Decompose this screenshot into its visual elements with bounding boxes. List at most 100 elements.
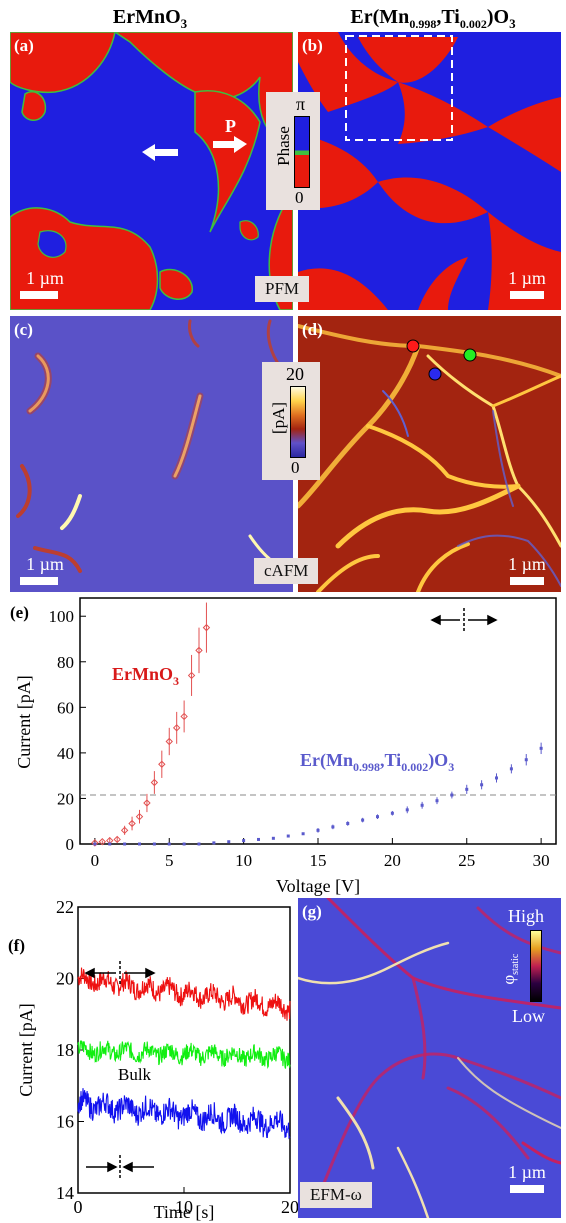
header-right-part: ,Ti	[436, 6, 460, 28]
data-point-ermno3	[113, 835, 121, 844]
bulk-label: Bulk	[118, 1065, 152, 1084]
panel-label-e: (e)	[10, 603, 29, 622]
data-point-doped	[286, 834, 290, 838]
x-tick-label: 25	[458, 851, 475, 870]
phase-colorbar-box: Phase π 0	[266, 92, 320, 210]
y-tick-label: 100	[49, 607, 75, 626]
plot-frame	[79, 597, 557, 845]
data-point-ermno3	[91, 839, 99, 847]
chart-f-current-time: 14 16 18 20 22 0 10 20 (f) Bulk Time [s] Curre…	[8, 897, 299, 1222]
panel-c-cafm-image: (c) 1 µm	[10, 316, 293, 592]
current-colorbar-bottom: 0	[291, 458, 300, 477]
header-right-part: )O	[486, 6, 510, 28]
y-tick-label: 16	[56, 1112, 74, 1132]
x-tick-label: 0	[91, 851, 100, 870]
pfm-tag: PFM	[255, 276, 310, 302]
data-point-ermno3	[98, 838, 107, 846]
legend-doped: Er(Mn0.998,Ti0.002)O3	[300, 750, 454, 774]
scale-bar-c: 1 µm	[20, 554, 70, 585]
data-point-doped	[495, 776, 498, 780]
data-point-doped	[435, 799, 439, 803]
y-tick-label: 14	[56, 1183, 74, 1203]
scale-bar-label: 1 µm	[508, 554, 546, 574]
current-colorbar-box: [pA] 20 0	[262, 362, 320, 480]
panel-label-b: (b)	[302, 36, 323, 55]
marker-red	[406, 339, 420, 353]
data-point-doped	[390, 811, 394, 815]
data-point-ermno3	[128, 819, 136, 828]
data-point-doped	[509, 767, 513, 771]
data-point-doped	[465, 787, 469, 791]
legend-ermno3: ErMnO3	[112, 664, 179, 688]
data-point-doped	[123, 842, 127, 846]
data-point-doped	[182, 842, 186, 846]
efm-colorbar-sub: static	[510, 953, 522, 975]
scale-bar-line	[510, 1185, 544, 1193]
data-point-doped	[227, 840, 231, 844]
data-point-doped	[524, 758, 528, 762]
efm-colorbar-bottom: Low	[512, 1006, 545, 1026]
panel-c-current-map	[16, 319, 282, 573]
data-point-doped	[539, 746, 543, 750]
scale-bar-label: 1 µm	[26, 268, 64, 288]
scale-bar-line	[510, 291, 544, 299]
current-colorbar-top: 20	[286, 364, 304, 384]
y-tick-label: 60	[57, 698, 74, 717]
header-left-main: ErMnO	[112, 6, 181, 28]
efm-colorbar-phi: φ	[498, 974, 518, 985]
y-tick-label: 40	[57, 744, 74, 763]
data-point-doped	[376, 815, 379, 819]
data-point-doped	[242, 839, 246, 843]
data-point-doped	[316, 828, 320, 832]
data-point-doped	[108, 842, 112, 846]
data-point-doped	[331, 825, 335, 829]
chart-f-xlabel: Time [s]	[154, 1202, 215, 1222]
marker-green	[463, 348, 477, 362]
header-right: Er(Mn0.998,Ti0.002)O3	[300, 6, 566, 32]
data-point-ermno3	[158, 760, 166, 768]
chart-e-ylabel: Current [pA]	[14, 675, 34, 768]
scale-bar-a: 1 µm	[20, 268, 70, 299]
chart-e-xlabel: Voltage [V]	[276, 876, 360, 896]
current-colorbar-label: [pA]	[269, 401, 288, 435]
scale-bar-line	[20, 577, 58, 585]
trace-red	[77, 967, 291, 1021]
data-point-ermno3	[195, 646, 203, 655]
header-right-sub: 3	[509, 16, 516, 31]
data-point-ermno3	[165, 737, 173, 746]
panel-g-efm-map	[298, 898, 561, 1218]
header-right-sub: 0.002	[459, 17, 487, 31]
panel-label-f: (f)	[8, 936, 25, 955]
scale-bar-label: 1 µm	[26, 554, 64, 574]
x-tick-label: 10	[175, 1197, 193, 1217]
efm-tag: EFM-ω	[300, 1182, 372, 1208]
scale-bar-g: 1 µm	[498, 1162, 556, 1193]
header-right-sub: 0.998	[409, 17, 437, 31]
scale-bar-b: 1 µm	[498, 268, 556, 299]
x-tick-label: 20	[281, 1197, 299, 1217]
y-tick-label: 18	[56, 1040, 74, 1060]
data-point-doped	[405, 808, 409, 812]
polarization-arrows	[142, 136, 247, 161]
data-point-ermno3	[172, 724, 181, 732]
marker-blue	[428, 367, 442, 381]
current-colorbar-gradient	[290, 386, 306, 458]
efm-colorbar-gradient	[530, 930, 542, 1002]
efm-colorbar-top: High	[508, 906, 544, 926]
p-label: P	[225, 116, 236, 136]
y-tick-label: 22	[56, 897, 74, 917]
phase-colorbar-label: Phase	[274, 126, 293, 166]
data-point-doped	[480, 783, 484, 787]
data-point-ermno3	[202, 623, 211, 632]
data-point-doped	[361, 818, 365, 822]
chart-f-ylabel: Current [pA]	[16, 1003, 36, 1096]
x-tick-label: 10	[235, 851, 252, 870]
y-tick-label: 20	[57, 789, 74, 808]
data-point-ermno3	[187, 671, 196, 680]
phase-colorbar-bottom: 0	[295, 188, 304, 207]
data-point-doped	[420, 803, 424, 807]
trace-blue	[77, 1088, 291, 1140]
panel-label-a: (a)	[14, 36, 34, 55]
y-tick-label: 0	[66, 835, 75, 854]
x-tick-label: 5	[165, 851, 174, 870]
